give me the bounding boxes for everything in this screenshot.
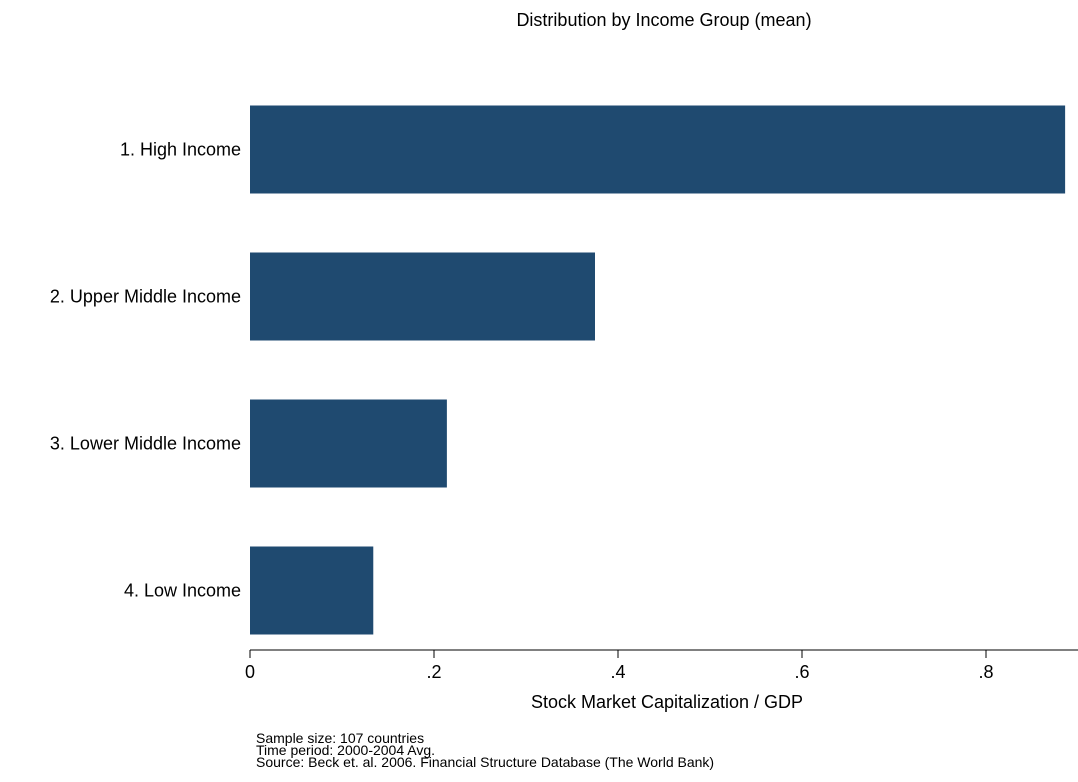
category-label-4: 4. Low Income (124, 581, 241, 601)
x-tick-label: 0 (245, 662, 255, 682)
category-labels: 1. High Income 2. Upper Middle Income 3. L… (50, 140, 241, 601)
category-label-3: 3. Lower Middle Income (50, 434, 241, 454)
x-tick-label: .8 (978, 662, 993, 682)
x-axis: 0 .2 .4 .6 .8 (245, 649, 1078, 682)
chart-title: Distribution by Income Group (mean) (516, 10, 812, 30)
note-sample-size: Sample size: 107 countries (256, 730, 425, 746)
note-time-period: Time period: 2000-2004 Avg. (256, 742, 436, 758)
bar-1 (250, 105, 1066, 194)
bar-3 (250, 399, 447, 488)
bars-group (250, 105, 1066, 635)
x-tick-label: .2 (426, 662, 441, 682)
bar-4 (250, 546, 374, 635)
bar-2 (250, 252, 595, 341)
category-label-2: 2. Upper Middle Income (50, 287, 241, 307)
note-source: Source: Beck et. al. 2006. Financial Str… (256, 754, 715, 770)
x-tick-label: .6 (794, 662, 809, 682)
chart-notes: Sample size: 107 countries Time period: … (256, 730, 715, 770)
x-tick-label: .4 (610, 662, 625, 682)
x-axis-label: Stock Market Capitalization / GDP (531, 692, 803, 712)
category-label-1: 1. High Income (120, 140, 241, 160)
